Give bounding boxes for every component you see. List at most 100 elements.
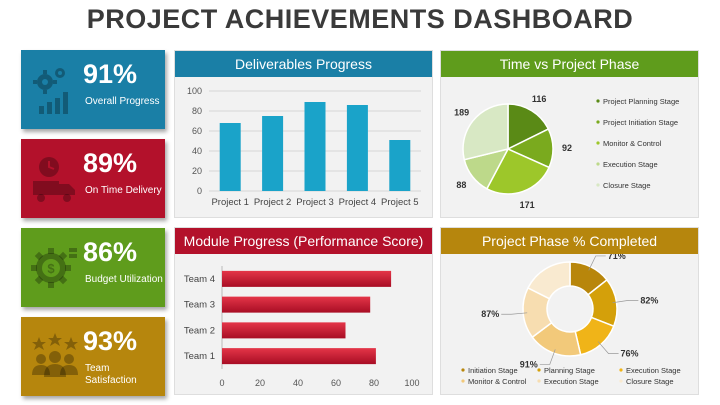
data-label: 76% (621, 349, 639, 359)
leader-line (612, 300, 639, 304)
data-label: 116 (532, 94, 547, 104)
bar (219, 123, 241, 191)
delivery-truck-clock-icon (33, 157, 75, 202)
legend-marker (596, 141, 600, 145)
legend-marker (619, 368, 623, 372)
data-label: 87% (481, 309, 499, 319)
leader-line (539, 349, 556, 365)
y-tick-label: 100 (187, 86, 202, 96)
kpi-value: 89% (83, 148, 138, 178)
money-gear-icon: $ (31, 248, 77, 288)
data-label: 88 (456, 180, 466, 190)
y-tick-label: Team 2 (184, 325, 215, 336)
legend-label: Project Planning Stage (603, 97, 679, 106)
legend-label: Execution Stage (603, 160, 658, 169)
x-tick-label: 80 (369, 378, 379, 388)
time-vs-phase-panel: Time vs Project Phase 116 92 171 88 189 Proje… (440, 50, 699, 218)
phase-donut-chart: 71% 82% 76% 91% 87% Initiation Stage Planning … (461, 254, 681, 386)
legend-marker (461, 368, 465, 372)
bar (346, 105, 368, 191)
legend-label: Execution Stage (544, 377, 599, 386)
bar (262, 116, 284, 191)
leader-line (501, 312, 528, 315)
donut-slice (526, 261, 571, 300)
module-hbar-chart: 0 20 40 60 80 100 Team 1 Team 2 Team 3 Team 4 (184, 266, 420, 388)
legend-marker (537, 379, 541, 383)
data-label: 171 (520, 200, 535, 210)
y-tick-label: Team 3 (184, 300, 215, 311)
legend-label: Initiation Stage (468, 366, 518, 375)
data-label: 189 (454, 108, 469, 118)
legend-marker (461, 379, 465, 383)
legend-marker (596, 99, 600, 103)
kpi-card-budget-utilization: $ 86% Budget Utilization (21, 228, 165, 307)
leader-line (597, 341, 619, 355)
kpi-label: Team Satisfaction (85, 363, 137, 386)
bar (389, 140, 411, 191)
legend-marker (596, 120, 600, 124)
kpi-label: Budget Utilization (85, 274, 163, 285)
phase-completed-panel: Project Phase % Completed 71% 82% 76% 91% 87… (440, 227, 699, 395)
x-tick-label: Project 2 (254, 197, 291, 208)
legend-marker (619, 379, 623, 383)
bar (222, 322, 346, 339)
data-label: 82% (640, 295, 658, 305)
legend-label: Monitor & Control (468, 377, 527, 386)
x-tick-label: Project 4 (339, 197, 377, 208)
kpi-value: 93% (83, 326, 138, 356)
y-tick-label: Team 1 (184, 351, 215, 362)
x-tick-label: 0 (219, 378, 224, 388)
y-tick-label: Team 4 (184, 274, 215, 285)
svg-text:$: $ (47, 261, 55, 276)
kpi-value: 91% (83, 59, 138, 89)
kpi-card-overall-progress: 91% Overall Progress (21, 50, 165, 129)
kpi-value: 86% (83, 237, 138, 267)
bar (222, 348, 376, 365)
legend-label: Monitor & Control (603, 139, 662, 148)
y-tick-label: 60 (192, 126, 202, 136)
x-tick-label: Project 1 (211, 197, 249, 208)
x-tick-label: 60 (331, 378, 341, 388)
leader-line (588, 255, 606, 271)
deliverables-progress-panel: Deliverables Progress 0 20 40 60 80 100 Projec… (174, 50, 433, 218)
module-progress-panel: Module Progress (Performance Score) 0 20 4… (174, 227, 433, 395)
x-tick-label: Project 3 (296, 197, 334, 208)
panel-header: Module Progress (Performance Score) (175, 228, 432, 254)
x-tick-label: 100 (404, 378, 419, 388)
bar (222, 270, 392, 287)
bar (304, 102, 326, 191)
legend-marker (537, 368, 541, 372)
y-tick-label: 80 (192, 106, 202, 116)
legend-label: Closure Stage (626, 377, 674, 386)
data-label: 92 (562, 143, 572, 153)
deliverables-bar-chart: 0 20 40 60 80 100 Project 1 Project 2 Project 3 P… (187, 86, 421, 208)
kpi-card-team-satisfaction: 93% Team Satisfaction (21, 317, 165, 396)
team-stars-icon (32, 333, 78, 377)
pie-slice (507, 103, 550, 151)
y-tick-label: 0 (197, 186, 202, 196)
data-label: 71% (608, 254, 626, 261)
kpi-label: On Time Delivery (85, 185, 162, 196)
data-label: 91% (520, 359, 538, 369)
y-tick-label: 20 (192, 166, 202, 176)
legend-marker (596, 162, 600, 166)
kpi-card-on-time-delivery: 89% On Time Delivery (21, 139, 165, 218)
legend-label: Project Initiation Stage (603, 118, 678, 127)
kpi-label: Overall Progress (85, 96, 160, 107)
legend-label: Execution Stage (626, 366, 681, 375)
x-tick-label: 40 (293, 378, 303, 388)
legend-marker (596, 183, 600, 187)
pie-slice (462, 103, 509, 161)
time-phase-pie-chart: 116 92 171 88 189 Project Planning Stage Proje… (454, 94, 679, 210)
gears-chart-icon (33, 68, 68, 114)
panel-header: Time vs Project Phase (441, 51, 698, 77)
legend-label: Planning Stage (544, 366, 595, 375)
panel-header: Deliverables Progress (175, 51, 432, 77)
page-title: PROJECT ACHIEVEMENTS DASHBOARD (86, 4, 634, 34)
panel-header: Project Phase % Completed (441, 228, 698, 254)
x-tick-label: Project 5 (381, 197, 419, 208)
x-tick-label: 20 (255, 378, 265, 388)
bar (222, 296, 371, 313)
legend-label: Closure Stage (603, 181, 651, 190)
